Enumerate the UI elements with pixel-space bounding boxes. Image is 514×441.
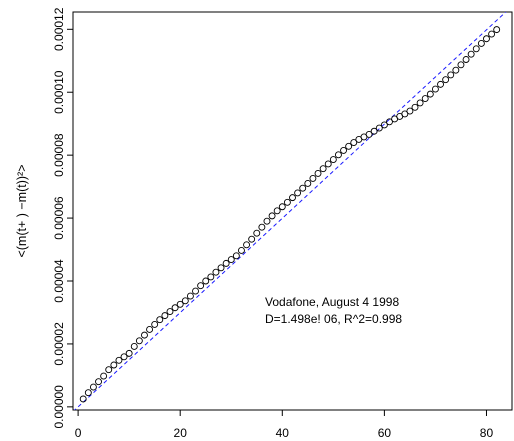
data-point (253, 229, 261, 237)
data-point (442, 76, 450, 84)
y-tick-label: 0.00002 (52, 322, 66, 366)
x-tick-label: 0 (75, 426, 82, 440)
y-tick-label: 0.00008 (52, 133, 66, 177)
fit-line (73, 12, 507, 410)
data-point (181, 297, 189, 305)
data-point (243, 241, 251, 249)
x-tick-label: 40 (276, 426, 290, 440)
data-point (380, 121, 388, 129)
data-point (151, 320, 159, 328)
x-tick-label: 80 (480, 426, 494, 440)
data-point (258, 223, 266, 231)
data-point (217, 264, 225, 272)
data-point (130, 342, 138, 350)
data-point (212, 268, 220, 276)
data-point (493, 26, 501, 34)
data-point (401, 110, 409, 118)
data-point (314, 169, 322, 177)
data-point (350, 139, 358, 147)
data-point (283, 198, 291, 206)
data-point (477, 40, 485, 47)
data-point (452, 66, 460, 74)
data-point (89, 383, 97, 391)
annotation-line-2: D=1.498e! 06, R^2=0.998 (265, 312, 402, 326)
data-point (304, 180, 312, 187)
data-point (146, 326, 154, 333)
data-point (161, 312, 169, 320)
data-point (197, 282, 205, 290)
data-point (115, 356, 123, 364)
annotation-line-1: Vodafone, August 4 1998 (265, 295, 399, 309)
data-point (472, 45, 480, 53)
data-point (84, 389, 92, 397)
data-point (79, 395, 87, 403)
data-point (299, 184, 307, 192)
data-point (462, 56, 470, 63)
data-point (386, 118, 393, 126)
data-point (431, 85, 439, 93)
data-point (176, 300, 184, 308)
data-point (268, 212, 276, 220)
y-tick-label: 0.00006 (52, 196, 66, 240)
data-point (345, 142, 353, 150)
data-point (334, 151, 342, 159)
data-point (186, 292, 194, 300)
data-point (309, 174, 317, 182)
data-point (125, 349, 133, 357)
data-point (324, 160, 332, 168)
data-point (426, 90, 434, 98)
y-tick-label: 0.00012 (52, 7, 66, 51)
data-point (294, 189, 302, 197)
data-point (289, 194, 296, 202)
data-point (100, 372, 108, 380)
data-point (340, 146, 347, 154)
data-point (207, 273, 215, 281)
data-point (437, 80, 444, 88)
x-tick-label: 20 (174, 426, 188, 440)
data-point (375, 124, 383, 132)
data-point (406, 107, 414, 115)
x-tick-label: 60 (378, 426, 392, 440)
data-point (370, 127, 378, 135)
data-point (319, 165, 327, 173)
data-point (263, 217, 271, 225)
data-point (411, 103, 419, 111)
data-point (95, 378, 102, 386)
data-point (467, 50, 475, 58)
data-point (329, 156, 337, 164)
data-point (135, 337, 143, 345)
data-point (238, 247, 245, 254)
data-point (248, 235, 256, 243)
data-point (202, 277, 210, 285)
data-point (457, 61, 465, 69)
data-point (447, 71, 455, 79)
data-point (278, 203, 286, 211)
data-point (273, 207, 281, 215)
data-point (365, 130, 373, 138)
data-point (222, 259, 230, 267)
y-tick-label: 0.00004 (52, 259, 66, 303)
data-point (105, 366, 113, 374)
y-axis-label: <(m(t+ ) −m(t))²> (15, 164, 29, 257)
plot-frame (72, 11, 513, 411)
data-point (156, 316, 164, 324)
data-point (120, 353, 128, 361)
data-point (110, 361, 118, 369)
data-point (192, 287, 199, 295)
data-point (416, 99, 424, 107)
data-point (483, 35, 490, 43)
data-point (166, 308, 174, 315)
data-point (141, 331, 148, 339)
data-point (488, 30, 496, 38)
data-point (421, 95, 429, 102)
y-tick-label: 0.00000 (52, 385, 66, 429)
data-point (227, 256, 235, 264)
y-tick-label: 0.00010 (52, 70, 66, 114)
data-point (171, 304, 179, 312)
data-point (232, 252, 240, 260)
